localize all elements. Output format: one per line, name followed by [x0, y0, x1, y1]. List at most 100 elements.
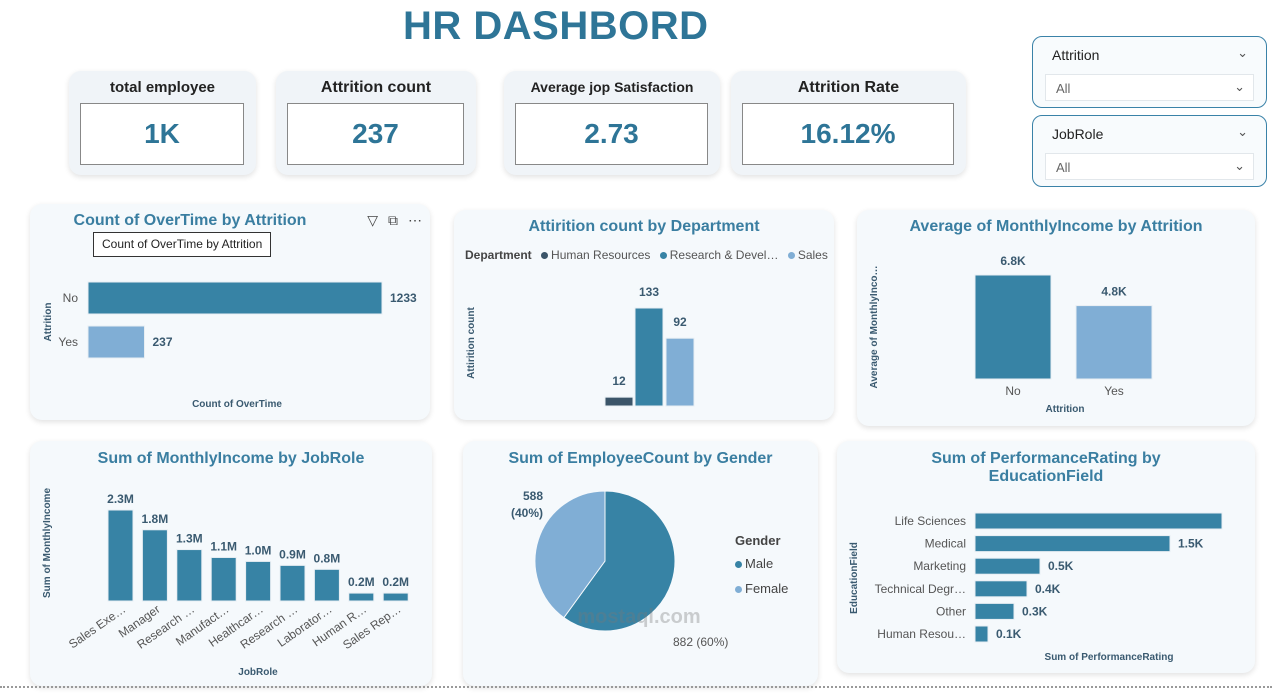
legend-item[interactable]: Sales — [797, 248, 828, 262]
axis-label-x: Sum of PerformanceRating — [1045, 652, 1174, 663]
slicer-dropdown[interactable]: All ⌄ — [1045, 74, 1254, 101]
pie-slice-male — [563, 490, 676, 632]
legend-label: Female — [745, 581, 789, 596]
tooltip: Count of OverTime by Attrition — [93, 232, 272, 257]
category-label: Technical Degr… — [875, 582, 966, 596]
chevron-down-icon[interactable]: ⌄ — [1234, 158, 1245, 173]
chevron-down-icon[interactable]: ⌄ — [1237, 45, 1248, 60]
watermark: mostaql.com — [577, 606, 701, 628]
category-label: Life Sciences — [895, 514, 966, 528]
bar — [974, 602, 1015, 620]
legend-label: Male — [745, 556, 774, 571]
legend-item[interactable]: Human Resources — [551, 248, 651, 262]
slicer-attrition[interactable]: Attrition ⌄ All ⌄ — [1032, 36, 1267, 108]
legend-title: Gender — [735, 533, 781, 548]
data-label: 12 — [612, 374, 626, 388]
kpi-label: Attrition count — [320, 79, 432, 96]
bar — [974, 625, 989, 643]
kpi-attrition-count: Attrition count 237 — [276, 71, 476, 175]
data-label: 6.8K — [1000, 254, 1026, 268]
bar-no — [974, 274, 1052, 380]
kpi-value: 2.73 — [515, 103, 708, 165]
chevron-down-icon[interactable]: ⌄ — [1237, 124, 1248, 139]
chart-income-by-jobrole[interactable]: Sum of MonthlyIncome by JobRole 2.3M Sale… — [30, 441, 432, 686]
data-label: 133 — [639, 285, 659, 299]
axis-label-x: Count of OverTime — [192, 399, 282, 410]
data-label: 1.3M — [176, 532, 203, 546]
data-label: 1.5K — [1178, 537, 1204, 551]
bar-yes — [87, 325, 146, 359]
bar — [245, 560, 272, 602]
focus-mode-icon[interactable]: ⧉ — [388, 212, 398, 228]
bar — [176, 549, 203, 602]
data-label: 0.4K — [1035, 582, 1061, 596]
pie-slice-female — [534, 490, 606, 619]
kpi-average-satisfaction: Average jop Satisfaction 2.73 — [504, 71, 720, 175]
data-label: 92 — [673, 315, 687, 329]
axis-label-y: Average of MonthlyInco… — [869, 266, 880, 389]
chart-title: Attirition count by Department — [528, 218, 760, 235]
bar — [210, 556, 237, 602]
data-label: 1.8M — [142, 512, 169, 526]
bar-2 — [665, 337, 695, 407]
slicer-value: All — [1056, 160, 1071, 175]
kpi-label: Average jop Satisfaction — [530, 79, 694, 95]
category-label: No — [1005, 384, 1021, 398]
slicer-label: Attrition — [1052, 47, 1100, 63]
legend-item-female[interactable]: Female — [735, 581, 788, 596]
bar — [974, 557, 1041, 575]
chart-title: Sum of PerformanceRating by EducationFie… — [931, 450, 1161, 485]
chart-income-by-attrition[interactable]: Average of MonthlyIncome by Attrition 6.… — [857, 210, 1255, 426]
bar-0 — [604, 396, 634, 407]
axis-label-y: Attirition count — [466, 307, 477, 379]
data-label: 0.2M — [348, 575, 375, 589]
chart-performance-by-education[interactable]: Sum of PerformanceRating by EducationFie… — [837, 441, 1255, 673]
bar — [141, 529, 168, 602]
data-label: 882 (60%) — [673, 635, 728, 649]
kpi-value: 1K — [80, 103, 244, 165]
chart-svg: No 1233 Yes 237 Attrition Count of OverTime — [43, 281, 417, 410]
bar-yes — [1075, 305, 1153, 380]
data-label: 0.3K — [1022, 604, 1048, 618]
dashboard-title: HR DASHBORD — [403, 4, 709, 48]
slicer-jobrole[interactable]: JobRole ⌄ All ⌄ — [1032, 115, 1267, 187]
category-label: Marketing — [913, 559, 966, 573]
more-options-icon[interactable]: ⋯ — [408, 212, 422, 228]
bar — [313, 568, 340, 602]
legend-item[interactable]: Research & Devel… — [669, 248, 779, 262]
slicer-label: JobRole — [1052, 126, 1104, 142]
slicer-dropdown[interactable]: All ⌄ — [1045, 153, 1254, 180]
axis-label-x: Attrition — [1046, 404, 1085, 415]
kpi-label: total employee — [109, 79, 216, 96]
bar-1 — [634, 307, 664, 407]
bar — [974, 535, 1171, 553]
chart-overtime-by-attrition[interactable]: Count of OverTime by Attrition ▽ ⧉ ⋯ Cou… — [30, 204, 430, 420]
bar — [107, 509, 134, 602]
chart-title: Count of OverTime by Attrition — [73, 212, 307, 229]
legend-item-male[interactable]: Male — [735, 556, 788, 571]
category-label: Medical — [925, 537, 966, 551]
legend-swatch — [659, 252, 667, 259]
data-label: 237 — [153, 335, 173, 349]
bar-no — [87, 281, 383, 315]
data-label: 0.2M — [382, 575, 409, 589]
data-label: (40%) — [511, 506, 543, 520]
axis-label-y: EducationField — [849, 542, 860, 614]
data-label: 4.8K — [1101, 285, 1127, 299]
bar — [974, 512, 1223, 530]
category-label: Yes — [58, 335, 78, 349]
chevron-down-icon[interactable]: ⌄ — [1234, 79, 1245, 94]
data-label: 588 — [523, 489, 543, 503]
filter-icon[interactable]: ▽ — [367, 212, 378, 228]
chart-title: Average of MonthlyIncome by Attrition — [909, 218, 1203, 235]
data-label: 1.0M — [245, 543, 272, 557]
chart-employees-by-gender[interactable]: Sum of EmployeeCount by Gender 882 (60%)… — [463, 441, 818, 686]
chart-svg: 882 (60%) 588 (40%) — [511, 489, 728, 649]
data-label: 1.1M — [210, 539, 237, 553]
kpi-total-employee: total employee 1K — [69, 71, 256, 175]
data-label: 1233 — [390, 291, 417, 305]
chart-svg: 12 133 92 Attirition count — [466, 285, 695, 407]
chart-attrition-by-department[interactable]: Attirition count by Department Departmen… — [454, 210, 834, 420]
gender-legend: Gender Male Female — [735, 533, 788, 604]
bar — [382, 592, 409, 602]
